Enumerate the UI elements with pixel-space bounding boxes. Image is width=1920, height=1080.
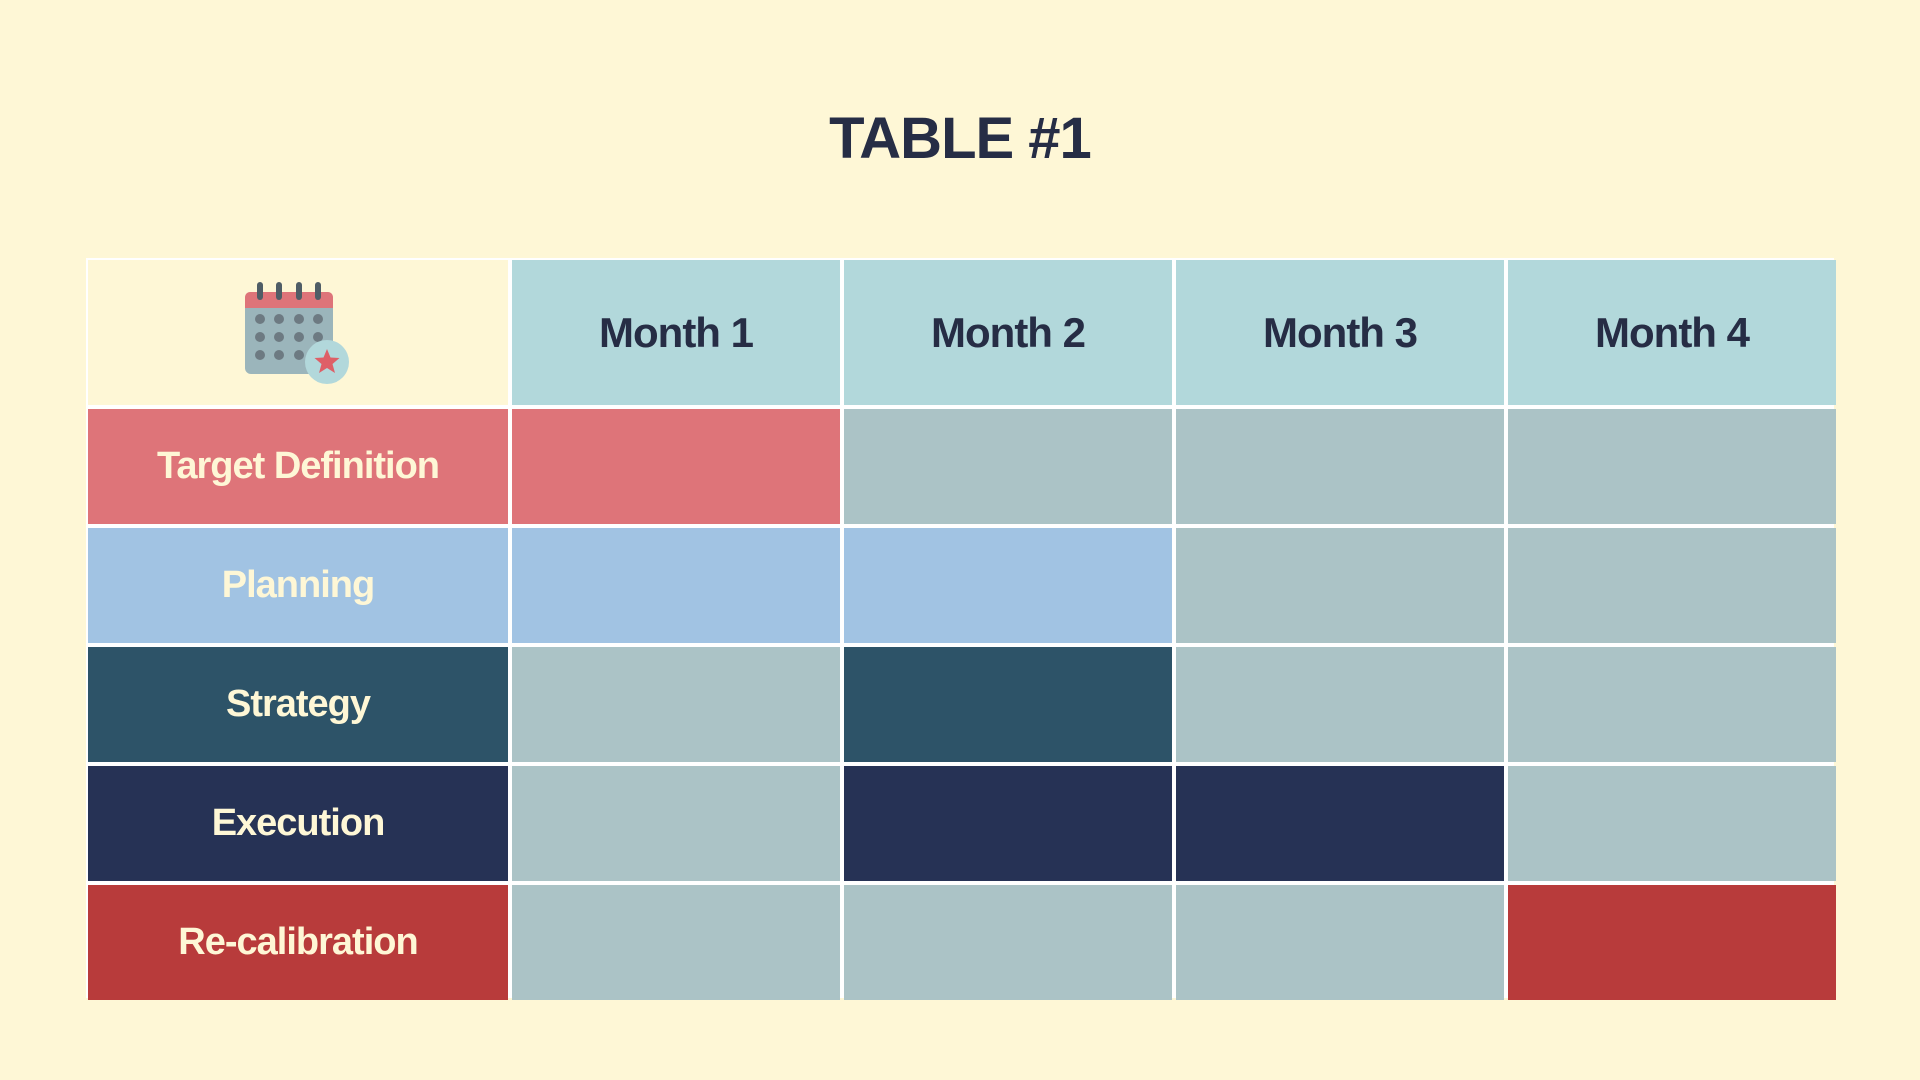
calendar-star-icon [243, 280, 353, 386]
timeline-cell [512, 409, 840, 524]
timeline-table: Month 1 Month 2 Month 3 Month 4 Target D… [86, 258, 1836, 1000]
row-label: Strategy [88, 647, 508, 762]
column-header-month-3: Month 3 [1176, 260, 1504, 405]
row-label: Execution [88, 766, 508, 881]
column-header-month-1: Month 1 [512, 260, 840, 405]
timeline-cell [1508, 528, 1836, 643]
timeline-cell [1176, 409, 1504, 524]
timeline-cell [1508, 766, 1836, 881]
timeline-cell [512, 528, 840, 643]
timeline-cell [512, 766, 840, 881]
timeline-cell [1508, 409, 1836, 524]
timeline-cell [1508, 647, 1836, 762]
timeline-cell [844, 409, 1172, 524]
column-header-month-2: Month 2 [844, 260, 1172, 405]
timeline-cell [1176, 885, 1504, 1000]
table-corner [88, 260, 508, 405]
timeline-cell [512, 885, 840, 1000]
timeline-cell [1176, 528, 1504, 643]
page-title: TABLE #1 [829, 106, 1092, 171]
timeline-cell [1508, 885, 1836, 1000]
timeline-cell [844, 647, 1172, 762]
timeline-cell [1176, 647, 1504, 762]
timeline-cell [844, 528, 1172, 643]
timeline-cell [844, 766, 1172, 881]
row-label: Planning [88, 528, 508, 643]
row-label: Target Definition [88, 409, 508, 524]
timeline-cell [512, 647, 840, 762]
timeline-cell [1176, 766, 1504, 881]
row-label: Re-calibration [88, 885, 508, 1000]
column-header-month-4: Month 4 [1508, 260, 1836, 405]
timeline-cell [844, 885, 1172, 1000]
